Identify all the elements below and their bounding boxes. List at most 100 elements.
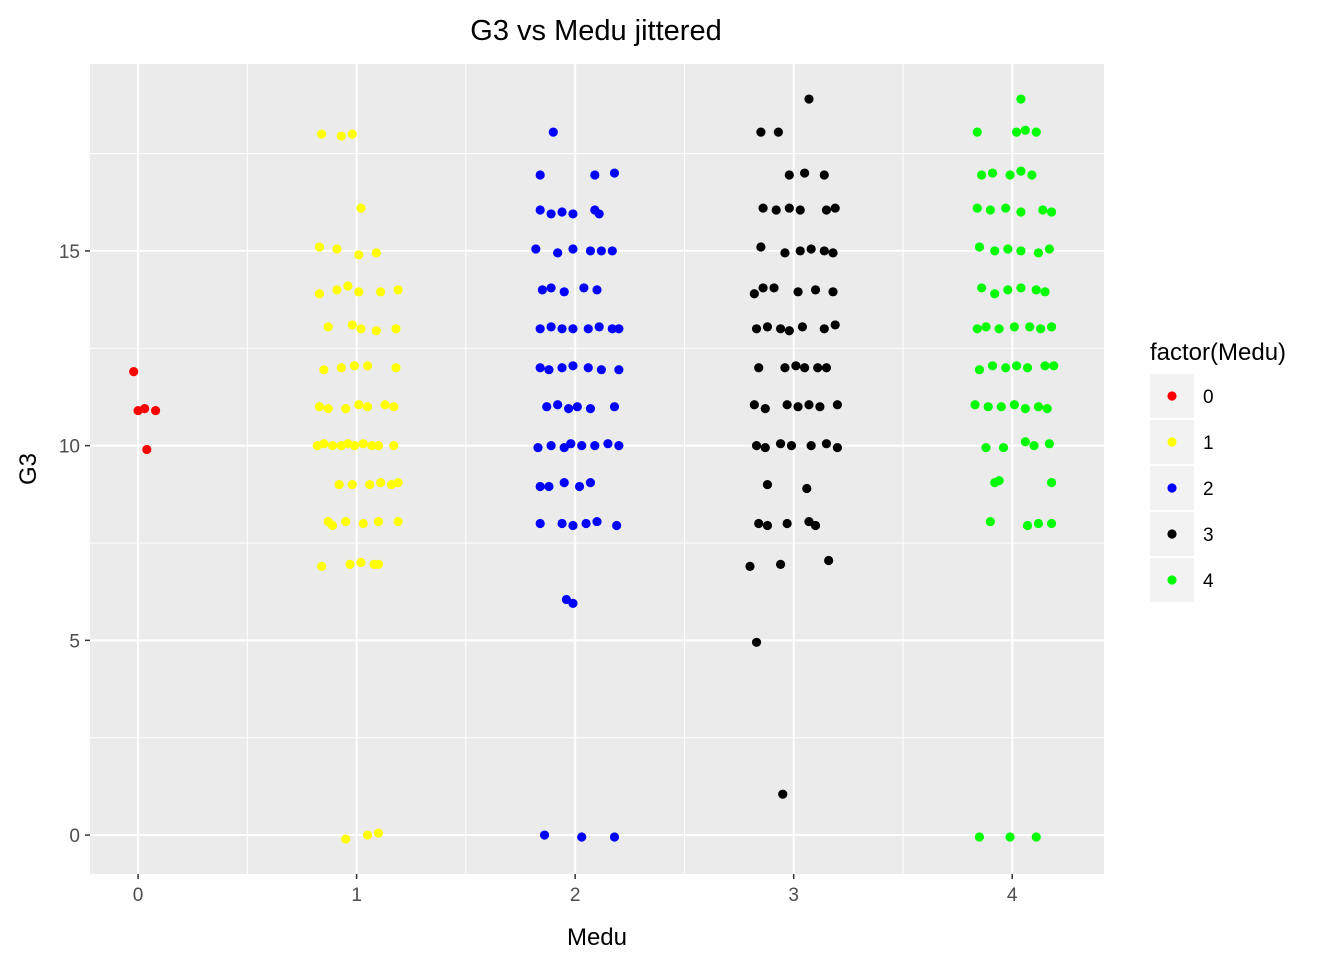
data-point-medu-3 — [775, 559, 786, 570]
data-point-medu-3 — [797, 322, 808, 332]
data-point-medu-1 — [365, 479, 375, 490]
data-point-medu-1 — [358, 518, 368, 529]
data-point-medu-4 — [1020, 125, 1030, 135]
data-point-medu-2 — [568, 361, 578, 371]
legend-label: 1 — [1203, 433, 1214, 454]
data-point-medu-4 — [1025, 322, 1035, 332]
data-point-medu-4 — [1031, 832, 1041, 842]
data-point-medu-1 — [391, 363, 401, 373]
data-point-medu-3 — [795, 246, 805, 256]
data-point-medu-3 — [771, 205, 781, 215]
data-point-medu-4 — [1020, 404, 1030, 414]
data-point-medu-2 — [535, 324, 545, 334]
data-point-medu-3 — [815, 402, 825, 412]
data-point-medu-1 — [336, 131, 346, 141]
data-point-medu-3 — [819, 246, 829, 256]
data-point-medu-1 — [334, 479, 344, 490]
data-point-medu-2 — [583, 324, 593, 334]
data-point-medu-2 — [568, 209, 578, 219]
data-point-medu-2 — [566, 439, 576, 449]
data-point-medu-2 — [546, 441, 556, 451]
data-point-medu-4 — [1046, 322, 1057, 332]
data-point-medu-1 — [362, 361, 373, 371]
data-point-medu-3 — [762, 520, 773, 531]
data-point-medu-3 — [769, 283, 779, 293]
data-point-medu-1 — [343, 281, 353, 291]
data-point-medu-2 — [581, 518, 591, 529]
y-tick-label: 0 — [69, 826, 80, 847]
data-point-medu-1 — [356, 557, 366, 568]
data-point-medu-1 — [373, 516, 384, 527]
data-point-medu-1 — [314, 402, 325, 412]
data-point-medu-3 — [791, 361, 801, 371]
data-point-medu-3 — [778, 789, 788, 799]
data-point-medu-2 — [544, 481, 554, 492]
data-point-medu-1 — [323, 322, 333, 332]
data-point-medu-1 — [380, 400, 390, 410]
data-point-medu-2 — [557, 207, 567, 217]
data-point-medu-4 — [994, 324, 1004, 334]
data-point-medu-4 — [974, 832, 985, 842]
data-point-medu-2 — [548, 127, 558, 137]
data-point-medu-3 — [810, 285, 821, 295]
legend-marker — [1167, 483, 1177, 493]
data-point-medu-0 — [142, 444, 152, 455]
data-point-medu-4 — [1009, 322, 1020, 332]
data-point-medu-3 — [784, 203, 794, 213]
data-point-medu-1 — [373, 559, 384, 570]
data-point-medu-2 — [553, 400, 563, 410]
chart-title: G3 vs Medu jittered — [470, 15, 721, 47]
data-point-medu-3 — [800, 168, 810, 178]
data-point-medu-2 — [557, 324, 567, 334]
data-point-medu-1 — [332, 244, 342, 254]
data-point-medu-1 — [314, 242, 325, 252]
data-point-medu-4 — [1049, 361, 1059, 371]
data-point-medu-2 — [614, 441, 624, 451]
data-point-medu-2 — [546, 322, 556, 332]
data-point-medu-4 — [1001, 363, 1011, 373]
data-point-medu-3 — [828, 248, 838, 258]
data-point-medu-1 — [341, 516, 351, 527]
data-point-medu-4 — [1044, 244, 1054, 254]
data-point-medu-3 — [758, 203, 768, 213]
data-point-medu-3 — [819, 170, 829, 180]
data-point-medu-4 — [1033, 402, 1044, 412]
x-tick-label: 2 — [570, 885, 581, 906]
data-point-medu-2 — [585, 246, 596, 256]
data-point-medu-3 — [760, 404, 770, 414]
data-point-medu-3 — [804, 400, 814, 410]
data-point-medu-3 — [754, 518, 764, 529]
data-point-medu-4 — [981, 322, 991, 332]
data-point-medu-2 — [596, 365, 606, 375]
data-point-medu-2 — [544, 365, 554, 375]
data-point-medu-1 — [362, 402, 373, 412]
data-point-medu-3 — [786, 441, 797, 451]
data-point-medu-2 — [577, 832, 587, 842]
data-point-medu-2 — [603, 439, 613, 449]
data-point-medu-3 — [782, 400, 792, 410]
data-point-medu-3 — [773, 127, 783, 137]
data-point-medu-4 — [1016, 166, 1026, 176]
data-point-medu-4 — [974, 242, 985, 252]
data-point-medu-1 — [319, 439, 329, 449]
data-point-medu-3 — [830, 203, 840, 213]
data-point-medu-4 — [1009, 400, 1020, 410]
data-point-medu-4 — [1029, 441, 1039, 451]
data-point-medu-1 — [367, 441, 377, 451]
data-point-medu-4 — [974, 365, 985, 375]
data-point-medu-4 — [1031, 285, 1041, 295]
data-point-medu-1 — [332, 285, 342, 295]
data-point-medu-4 — [1005, 170, 1015, 180]
data-point-medu-2 — [535, 170, 545, 180]
legend-marker — [1167, 437, 1177, 447]
data-point-medu-4 — [1044, 439, 1054, 449]
data-point-medu-3 — [806, 244, 816, 254]
legend: factor(Medu) 0 1 2 3 4 — [1150, 339, 1286, 602]
data-points — [129, 94, 1059, 844]
data-point-medu-2 — [596, 246, 606, 256]
data-point-medu-2 — [592, 285, 602, 295]
data-point-medu-2 — [568, 244, 578, 254]
data-point-medu-3 — [751, 637, 762, 647]
data-point-medu-3 — [813, 363, 823, 373]
data-point-medu-1 — [389, 441, 399, 451]
